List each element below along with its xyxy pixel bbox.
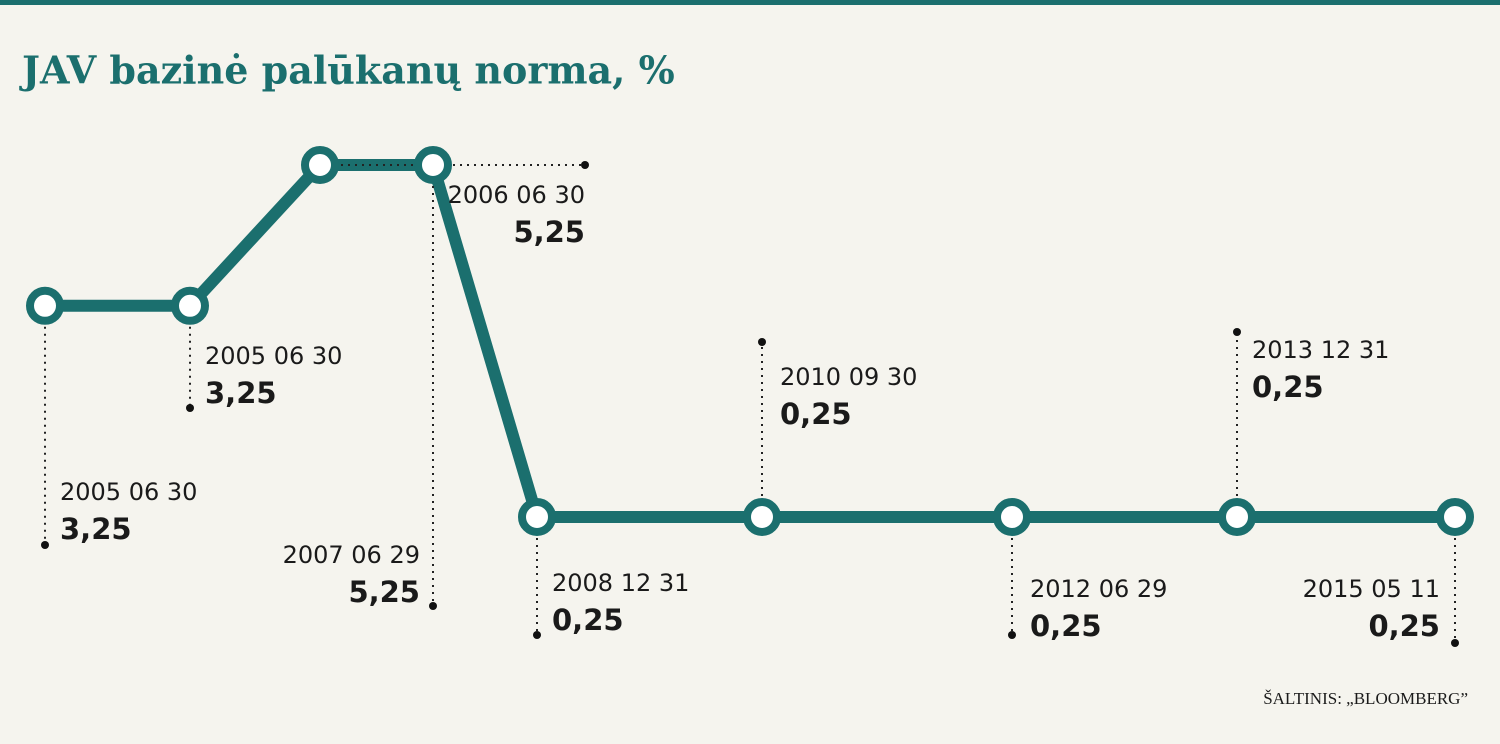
value-label: 5,25 bbox=[513, 215, 585, 249]
value-label: 0,25 bbox=[552, 603, 624, 637]
leader-dot bbox=[41, 541, 49, 549]
value-label: 3,25 bbox=[205, 376, 277, 410]
date-label: 2013 12 31 bbox=[1252, 336, 1389, 364]
marker bbox=[1436, 498, 1474, 536]
marker bbox=[1218, 498, 1256, 536]
date-label: 2007 06 29 bbox=[283, 541, 420, 569]
value-label: 0,25 bbox=[1030, 609, 1102, 643]
date-label: 2006 06 30 bbox=[448, 181, 585, 209]
chart-title: JAV bazinė palūkanų norma, % bbox=[19, 48, 675, 93]
marker bbox=[743, 498, 781, 536]
date-label: 2012 06 29 bbox=[1030, 575, 1167, 603]
value-label: 3,25 bbox=[60, 512, 132, 546]
date-label: 2005 06 30 bbox=[60, 478, 197, 506]
leader-dot bbox=[1233, 328, 1241, 336]
leader-dot bbox=[186, 404, 194, 412]
marker bbox=[301, 146, 339, 184]
marker bbox=[26, 286, 64, 325]
value-label: 0,25 bbox=[780, 397, 852, 431]
marker bbox=[993, 498, 1031, 536]
line bbox=[45, 159, 1455, 523]
date-label: 2005 06 30 bbox=[205, 342, 342, 370]
marker bbox=[414, 146, 452, 184]
value-label: 0,25 bbox=[1252, 370, 1324, 404]
marker bbox=[518, 498, 556, 536]
marker bbox=[171, 286, 209, 325]
date-label: 2015 05 11 bbox=[1303, 575, 1440, 603]
leader-dot bbox=[1451, 639, 1459, 647]
leader-dot bbox=[758, 338, 766, 346]
top-border bbox=[0, 0, 1500, 5]
leader-dot bbox=[1008, 631, 1016, 639]
value-label: 5,25 bbox=[348, 575, 420, 609]
leader-dot bbox=[581, 161, 589, 169]
date-label: 2010 09 30 bbox=[780, 363, 917, 391]
source: ŠALTINIS: „BLOOMBERG” bbox=[1263, 689, 1468, 708]
date-label: 2008 12 31 bbox=[552, 569, 689, 597]
leader-dot bbox=[429, 602, 437, 610]
leader-dot bbox=[533, 631, 541, 639]
value-label: 0,25 bbox=[1368, 609, 1440, 643]
